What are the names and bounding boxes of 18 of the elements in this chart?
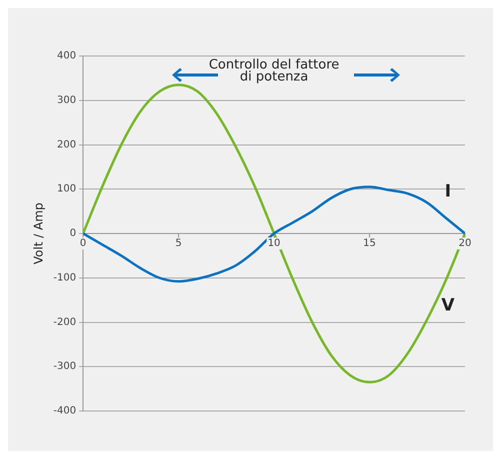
series-label: V [441,296,456,316]
y-tick-label: 300 [57,94,76,106]
x-tick-label: 10 [268,238,280,250]
y-tick-label: -300 [53,361,76,372]
x-tick-label: 5 [175,238,182,250]
series-label: I [444,181,452,202]
y-tick-label: 400 [57,50,76,62]
y-tick-label: -400 [53,406,76,417]
y-tick-label: 0 [70,228,76,240]
y-tick-label: -200 [53,316,76,328]
annotation: Controllo del fattore di potenza [208,57,340,84]
x-tick-label: 20 [458,238,472,250]
x-tick-label: 0 [80,238,86,250]
y-axis-title: Volt / Amp [31,202,46,264]
y-tick-label: 200 [57,139,76,150]
x-tick-label: 15 [363,238,376,250]
y-tick-label: 100 [57,184,76,195]
y-tick-label: -100 [53,272,76,284]
